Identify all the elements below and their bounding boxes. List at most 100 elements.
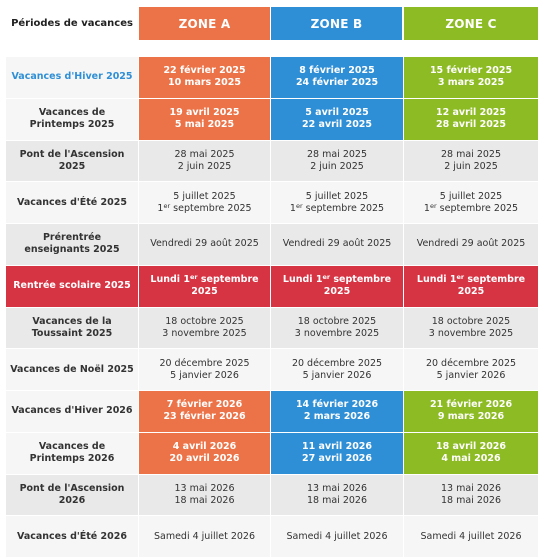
date-line: 13 mai 2026: [440, 482, 502, 494]
date-cell: Vendredi 29 août 2025: [404, 224, 538, 265]
date-line: 22 avril 2025: [301, 119, 373, 131]
date-line: Lundi 1er septembre: [282, 273, 392, 286]
date-cell: Samedi 4 juillet 2026: [139, 516, 271, 557]
table-row: Vacances de la Toussaint 2025 18 octobre …: [6, 307, 538, 350]
date-line: 21 février 2026: [429, 399, 513, 411]
date-cell: 5 juillet 2025 1er septembre 2025: [404, 182, 538, 223]
date-cell: 28 mai 2025 2 juin 2025: [139, 140, 271, 182]
date-cell: 28 mai 2025 2 juin 2025: [404, 140, 538, 182]
date-line: 13 mai 2026: [174, 482, 235, 494]
date-line: Vendredi 29 août 2025: [150, 238, 259, 250]
date-cell: 20 décembre 2025 5 janvier 2026: [139, 349, 271, 390]
date-cell: Vendredi 29 août 2025: [139, 224, 271, 265]
table-row: Pont de l'Ascension 2026 13 mai 2026 18 ma…: [6, 474, 538, 517]
row-label: Vacances de la Toussaint 2025: [6, 307, 139, 349]
date-line: 18 octobre 2025: [431, 315, 511, 327]
date-line: 28 mai 2025: [306, 148, 368, 160]
date-cell: 18 octobre 2025 3 novembre 2025: [139, 307, 271, 349]
date-line: Samedi 4 juillet 2026: [286, 530, 388, 542]
date-line: 18 octobre 2025: [165, 315, 244, 327]
date-line: 20 décembre 2025: [291, 357, 383, 369]
date-line: 4 mai 2026: [441, 453, 501, 465]
date-line: 1er septembre 2025: [157, 201, 252, 214]
header-zone-b: ZONE B: [271, 7, 402, 40]
row-label: Pont de l'Ascension 2025: [6, 140, 139, 182]
date-cell: 13 mai 2026 18 mai 2026: [139, 474, 271, 516]
date-line: 12 avril 2025: [435, 107, 507, 119]
date-line: 11 avril 2026: [301, 441, 373, 453]
date-line: 10 mars 2025: [168, 77, 241, 89]
ordinal-suffix: er: [295, 201, 303, 210]
table-row: Vacances d'Été 2026 Samedi 4 juillet 2026…: [6, 516, 538, 558]
date-cell: 4 avril 2026 20 avril 2026: [139, 432, 271, 474]
date-line: 1er septembre 2025: [423, 201, 519, 214]
date-line: 20 décembre 2025: [159, 357, 250, 369]
date-cell: 5 juillet 2025 1er septembre 2025: [139, 182, 271, 223]
header-zone-c: ZONE C: [404, 7, 538, 40]
date-line: 14 février 2026: [295, 399, 379, 411]
date-cell: 8 février 2025 24 février 2025: [271, 57, 404, 98]
date-cell: 19 avril 2025 5 mai 2025: [139, 98, 271, 140]
date-line: 24 février 2025: [295, 77, 379, 89]
row-label: Vacances de Noël 2025: [6, 349, 139, 390]
date-cell: 12 avril 2025 28 avril 2025: [404, 98, 538, 140]
date-cell: 21 février 2026 9 mars 2026: [404, 391, 538, 432]
date-line: 9 mars 2026: [437, 411, 505, 423]
date-cell: Lundi 1er septembre 2025: [271, 265, 404, 307]
date-line: 28 mai 2025: [174, 148, 235, 160]
date-line: 27 avril 2026: [301, 453, 373, 465]
date-cell: 18 octobre 2025 3 novembre 2025: [271, 307, 404, 349]
date-line: 3 novembre 2025: [428, 327, 514, 339]
date-line: 1er septembre 2025: [289, 201, 385, 214]
date-cell: Lundi 1er septembre 2025: [139, 265, 271, 307]
date-cell: Vendredi 29 août 2025: [271, 224, 404, 265]
date-line: Samedi 4 juillet 2026: [153, 530, 256, 542]
table-row: Vacances de Printemps 2026 4 avril 2026 20…: [6, 432, 538, 475]
table-row: Prérentrée enseignants 2025 Vendredi 29 a…: [6, 224, 538, 266]
row-label: Pont de l'Ascension 2026: [6, 474, 139, 516]
date-line: 20 décembre 2025: [425, 357, 517, 369]
header-zone-a: ZONE A: [139, 7, 270, 40]
date-line: 4 avril 2026: [172, 441, 237, 453]
date-line: 3 novembre 2025: [294, 327, 380, 339]
date-line: 3 mars 2025: [437, 77, 505, 89]
date-cell: Lundi 1er septembre 2025: [404, 265, 538, 307]
date-line: 28 avril 2025: [435, 119, 507, 131]
date-line: 13 mai 2026: [306, 482, 368, 494]
date-line: 5 janvier 2026: [436, 369, 506, 381]
date-line: 18 mai 2026: [306, 494, 368, 506]
date-line: 5 juillet 2025: [439, 190, 503, 202]
date-cell: 14 février 2026 2 mars 2026: [271, 391, 404, 432]
date-line: 20 avril 2026: [169, 453, 240, 465]
ordinal-suffix: er: [456, 273, 465, 282]
date-line: 5 janvier 2026: [170, 369, 239, 381]
date-cell: 22 février 2025 10 mars 2025: [139, 57, 271, 98]
date-cell: Samedi 4 juillet 2026: [271, 516, 404, 557]
row-label: Vacances de Printemps 2026: [6, 432, 139, 474]
date-line: 2025: [191, 286, 218, 298]
ordinal-suffix: er: [163, 201, 171, 210]
table-row: Rentrée scolaire 2025 Lundi 1er septembre…: [6, 265, 538, 308]
date-cell: 15 février 2025 3 mars 2025: [404, 57, 538, 98]
date-cell: 20 décembre 2025 5 janvier 2026: [404, 349, 538, 390]
date-line: 18 avril 2026: [435, 441, 507, 453]
date-line: 8 février 2025: [299, 65, 375, 77]
date-line: 15 février 2025: [429, 65, 513, 77]
date-line: 18 mai 2026: [440, 494, 502, 506]
header-periods-label: Périodes de vacances: [6, 7, 138, 40]
date-cell: 5 juillet 2025 1er septembre 2025: [271, 182, 404, 223]
row-label: Vacances de Printemps 2025: [6, 98, 139, 140]
table-header: Périodes de vacances ZONE A ZONE B ZONE …: [0, 0, 544, 40]
date-line: 2 mars 2026: [303, 411, 371, 423]
date-cell: 13 mai 2026 18 mai 2026: [404, 474, 538, 516]
row-label: Vacances d'Hiver 2026: [6, 391, 139, 432]
row-label: Vacances d'Hiver 2025: [6, 57, 139, 98]
date-line: Lundi 1er septembre: [416, 273, 526, 286]
date-cell: 18 octobre 2025 3 novembre 2025: [404, 307, 538, 349]
date-line: 22 février 2025: [163, 65, 246, 77]
table-row: Pont de l'Ascension 2025 28 mai 2025 2 jui…: [6, 140, 538, 183]
date-line: 5 juillet 2025: [305, 190, 369, 202]
date-line: 2 juin 2025: [177, 160, 232, 172]
ordinal-suffix: er: [322, 273, 331, 282]
date-cell: 5 avril 2025 22 avril 2025: [271, 98, 404, 140]
